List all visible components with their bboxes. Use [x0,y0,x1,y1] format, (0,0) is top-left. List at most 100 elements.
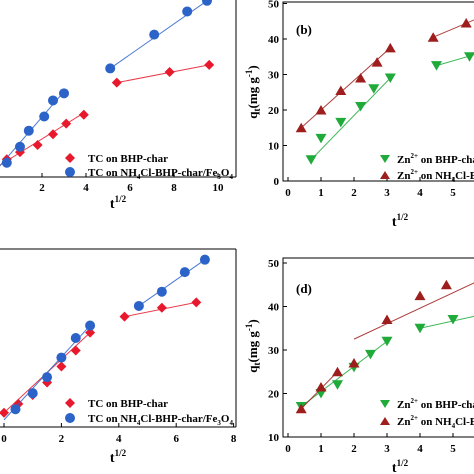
panel-d: 0 1 2 3 4 5 10 20 30 40 50 (d) qt(mg g-1) t1/2 Zn2… [244,257,474,474]
data-point-circle [133,300,144,311]
panel-c-x-axis-label: t1/2 [110,448,127,466]
legend-circle-marker [65,413,75,423]
y-tick-label: 40 [268,302,280,314]
y-tick-label: 10 [268,432,280,444]
x-tick-label: 0 [285,187,291,199]
panel-b-x-axis-label: t1/2 [392,212,409,230]
panel-c-x-ticks: 0 2 4 6 8 [1,423,237,445]
data-point-diamond [111,77,122,88]
panel-a-data [0,0,215,168]
data-point-diamond [119,311,130,322]
x-tick-label: 3 [384,187,390,199]
data-point-circle [42,372,53,383]
fit-line [116,64,210,84]
data-point-circle [10,404,21,415]
data-point-triangle-down [447,315,459,325]
legend-tc-bhp: TC on BHP-char [88,398,168,410]
panel-b-label: (b) [296,22,312,37]
data-point-triangle-down [335,117,347,128]
fit-line [310,77,391,161]
panel-c-legend: TC on BHP-char TC on NH4Cl-BHP-char/Fe3O… [65,398,233,427]
x-tick-label: 1 [318,443,324,455]
panel-d-label: (d) [296,281,312,296]
y-tick-label: 20 [268,105,280,117]
y-tick-label: 50 [268,0,280,11]
data-point-circle [199,254,210,265]
panel-d-data [295,279,474,414]
panel-d-legend: Zn2+ on BHP-char Zn2+ on NH4Cl-BHP- [380,397,474,430]
legend-zn-nh4cl: Zn2+ on NH4Cl-BHP- [397,168,474,184]
data-point-circle [1,157,12,168]
data-point-triangle-up [315,105,327,115]
data-point-circle [105,63,116,74]
data-point-diamond [204,59,215,70]
fit-line [138,259,206,307]
fit-line [353,282,474,340]
legend-down-triangle-marker [380,400,390,408]
data-point-triangle-down [431,61,442,71]
x-tick-label: 0 [285,443,291,455]
y-tick-label: 30 [268,70,280,82]
data-point-triangle-down [368,84,380,94]
panel-b-y-axis-label: qt(mg g-1) [244,65,262,119]
data-point-triangle-up [427,32,439,42]
data-point-diamond [78,109,89,120]
x-tick-label: 4 [116,433,122,445]
legend-down-triangle-marker [380,155,390,163]
fit-line [0,112,85,166]
data-point-circle [59,88,69,99]
panel-c: 0 2 4 6 8 t1/2 TC on BHP-char TC on NH4Cl-BH… [0,248,237,466]
data-point-triangle-up [381,314,393,325]
data-point-triangle-up [332,366,343,377]
legend-tc-nh4cl: TC on NH4Cl-BHP-char/Fe3O4 [88,413,233,427]
x-tick-label: 3 [384,443,390,455]
data-point-diamond [61,118,72,129]
x-tick-label: 2 [39,182,45,194]
y-tick-label: 10 [268,141,280,153]
data-point-circle [149,29,160,40]
x-tick-label: 0 [1,433,7,445]
data-point-triangle-down [355,101,367,112]
data-point-circle [23,125,34,136]
y-tick-label: 0 [274,176,280,188]
panel-d-x-axis-label: t1/2 [392,458,409,474]
x-tick-label: 8 [231,433,237,445]
data-point-diamond [85,327,96,338]
panel-a-legend: TC on BHP-char TC on NH4Cl-BHP-char/Fe3O… [65,153,233,181]
data-point-circle [15,141,25,152]
data-point-triangle-up [335,85,347,95]
data-point-diamond [0,407,9,418]
data-point-circle [156,286,167,297]
y-tick-label: 40 [268,34,280,46]
data-point-circle [202,0,212,6]
legend-up-triangle-marker [380,171,390,179]
panel-a: 2 4 6 8 10 t1/2 TC on BHP-char TC on NH4Cl-B… [0,0,237,212]
legend-zn-nh4cl: Zn2+ on NH4Cl-BHP- [397,414,474,430]
data-point-circle [85,320,96,331]
x-tick-label: 2 [59,433,65,445]
x-tick-label: 2 [351,443,357,455]
x-tick-label: 6 [127,182,133,194]
legend-up-triangle-marker [380,417,390,425]
data-point-circle [39,111,50,122]
data-point-triangle-up [355,73,367,83]
legend-diamond-marker [65,153,75,163]
data-point-triangle-up [414,290,426,301]
panel-d-ticks: 0 1 2 3 4 5 10 20 30 40 50 [268,258,456,455]
panel-d-frame [282,257,474,438]
x-tick-label: 10 [213,182,225,194]
data-point-triangle-down [332,380,343,390]
y-tick-label: 20 [268,389,280,401]
panel-d-y-axis-label: qt(mg g-1) [244,319,262,373]
data-point-triangle-down [381,336,393,347]
data-point-diamond [164,66,175,77]
x-tick-label: 2 [351,187,357,199]
legend-diamond-marker [65,398,75,408]
data-point-triangle-down [365,349,376,360]
data-point-triangle-up [384,42,396,53]
panel-c-data [0,254,210,421]
data-point-triangle-down [305,155,317,165]
fit-line [433,19,474,38]
data-point-circle [48,95,58,106]
